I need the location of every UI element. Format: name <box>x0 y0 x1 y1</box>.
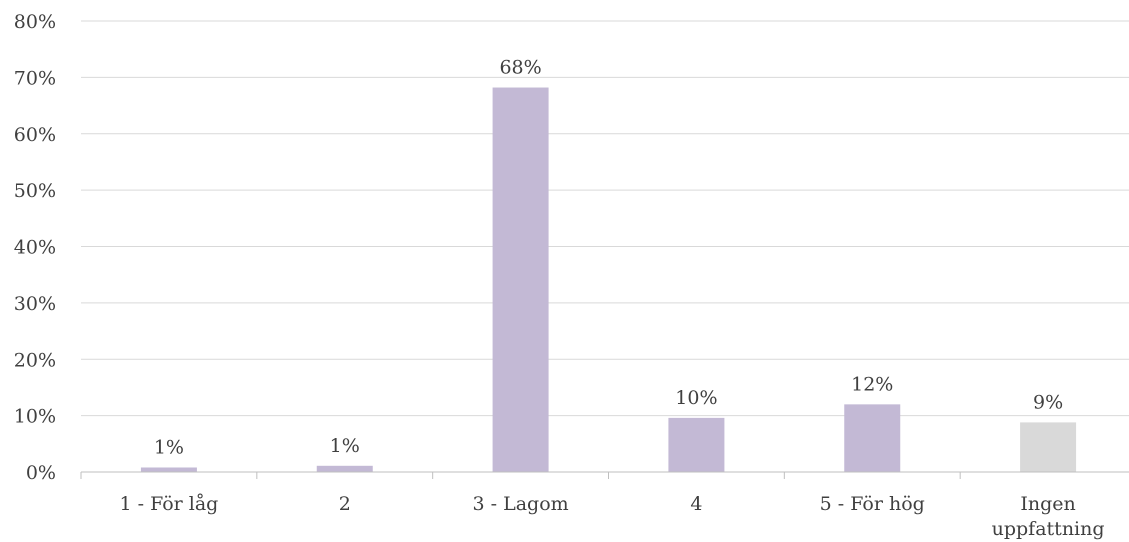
y-tick-label: 20% <box>14 349 56 371</box>
y-tick-label: 0% <box>26 462 56 484</box>
y-tick-label: 50% <box>14 180 56 202</box>
bar <box>844 404 901 472</box>
y-tick-label: 70% <box>14 67 56 89</box>
x-category-label: 1 - För låg <box>119 493 218 515</box>
bar <box>1020 422 1077 472</box>
x-category-label: 5 - För hög <box>820 493 925 515</box>
x-category-label: 3 - Lagom <box>473 493 569 515</box>
bar <box>316 465 373 472</box>
data-labels: 1% 1% 68% 10% 12% 9% <box>154 57 1063 459</box>
data-label: 68% <box>499 57 541 79</box>
bar <box>668 417 725 472</box>
data-label: 9% <box>1033 391 1063 413</box>
x-category-label: 2 <box>339 493 351 515</box>
y-axis-tick-labels: 0% 10% 20% 30% 40% 50% 60% 70% 80% <box>14 11 56 484</box>
y-tick-label: 40% <box>14 237 56 259</box>
x-category-label: 4 <box>690 493 702 515</box>
x-category-label: uppfattning <box>992 518 1105 540</box>
x-axis-category-labels: 1 - För låg 2 3 - Lagom 4 5 - För hög Ingen up… <box>119 493 1104 540</box>
x-category-label: Ingen <box>1020 493 1075 515</box>
bar <box>140 467 197 472</box>
bars <box>140 87 1077 473</box>
data-label: 10% <box>675 387 717 409</box>
x-axis <box>80 471 1129 479</box>
data-label: 1% <box>330 435 360 457</box>
data-label: 12% <box>851 373 893 395</box>
bar <box>492 87 549 473</box>
data-label: 1% <box>154 436 184 458</box>
y-tick-label: 80% <box>14 11 56 33</box>
y-tick-label: 60% <box>14 124 56 146</box>
y-tick-label: 10% <box>14 406 56 428</box>
gridlines <box>81 20 1129 417</box>
y-tick-label: 30% <box>14 293 56 315</box>
